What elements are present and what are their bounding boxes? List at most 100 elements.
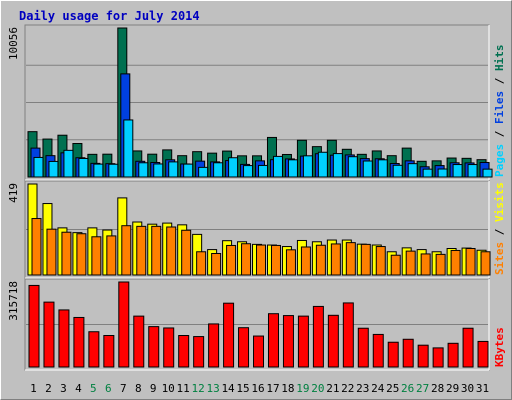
bar-sites-day-18: [285, 249, 296, 276]
y-max-label: 10056: [7, 27, 20, 60]
x-tick-label: 19: [296, 382, 309, 395]
bar-kbytes-day-10: [163, 327, 175, 368]
bar-sites-day-21: [330, 243, 341, 276]
panel-kbytes: 315718 KBytes: [7, 278, 506, 371]
bar-kbytes-day-3: [58, 309, 70, 368]
bar-kbytes-day-28: [432, 347, 444, 368]
bar-kbytes-day-18: [282, 315, 294, 368]
bar-sites-day-17: [270, 244, 281, 276]
x-tick-label: 30: [461, 382, 474, 395]
bar-sites-day-30: [465, 248, 476, 276]
x-tick-label: 11: [177, 382, 190, 395]
bar-pages-day-14: [228, 157, 239, 178]
bar-pages-day-22: [347, 156, 358, 178]
bar-pages-day-19: [302, 155, 313, 178]
bar-sites-day-20: [315, 244, 326, 276]
x-tick-label: 22: [341, 382, 354, 395]
legend-label-sites: Sites: [493, 242, 506, 275]
bar-pages-day-9: [153, 163, 164, 178]
bar-kbytes-day-27: [417, 344, 429, 368]
bar-pages-day-3: [63, 149, 74, 178]
x-tick-label: 16: [251, 382, 264, 395]
legend-label-pages: Pages: [493, 144, 506, 177]
bar-kbytes-day-15: [238, 327, 250, 368]
x-tick-label: 21: [326, 382, 339, 395]
bar-sites-day-19: [300, 246, 311, 276]
bar-sites-day-14: [226, 244, 237, 276]
bar-kbytes-day-1: [28, 284, 40, 368]
legend-kbytes: KBytes: [493, 327, 506, 367]
bar-pages-day-13: [213, 162, 224, 178]
bar-pages-day-27: [422, 168, 433, 178]
bar-pages-day-20: [317, 151, 328, 178]
bar-pages-day-21: [332, 153, 343, 178]
x-tick-label: 25: [386, 382, 399, 395]
bar-sites-day-23: [360, 243, 371, 276]
x-tick-label: 27: [416, 382, 429, 395]
bar-sites-day-13: [211, 252, 222, 276]
legend-separator: /: [493, 71, 506, 91]
bar-kbytes-day-30: [462, 327, 474, 368]
x-tick-label: 29: [446, 382, 459, 395]
bar-pages-day-10: [168, 161, 179, 178]
bar-pages-day-7: [123, 119, 134, 178]
x-tick-label: 15: [236, 382, 249, 395]
bar-pages-day-25: [392, 164, 403, 178]
bar-pages-day-12: [198, 166, 209, 178]
x-tick-label: 24: [371, 382, 385, 395]
x-axis: 1 2 3 4 5 6 7 8 9 10 11 12 13 14 15 16 17 18 19 20 21 22 23 24 2…: [30, 382, 489, 395]
legend-separator: /: [493, 222, 506, 242]
x-tick-label: 28: [431, 382, 444, 395]
bar-kbytes-day-16: [253, 335, 265, 368]
legend-label-kbytes: KBytes: [493, 327, 506, 367]
bar-pages-day-17: [272, 155, 283, 178]
bar-pages-day-24: [377, 159, 388, 178]
bar-sites-day-9: [151, 225, 162, 276]
bar-sites-day-27: [420, 253, 431, 276]
x-tick-label: 8: [135, 382, 142, 395]
bar-sites-day-5: [91, 236, 102, 276]
bar-pages-day-18: [287, 159, 298, 178]
bar-pages-day-31: [482, 168, 493, 178]
panel-visits-sites: 419 Sites / Visits: [7, 180, 506, 279]
bar-kbytes-day-2: [43, 301, 55, 368]
x-tick-label: 20: [311, 382, 324, 395]
bar-kbytes-day-5: [88, 331, 100, 368]
bar-kbytes-day-29: [447, 342, 459, 368]
bar-sites-day-1: [31, 218, 42, 276]
x-tick-label: 1: [30, 382, 37, 395]
bar-kbytes-day-14: [223, 302, 235, 368]
y-max-label: 419: [7, 183, 20, 203]
bar-sites-day-24: [375, 246, 386, 276]
bar-pages-day-28: [437, 168, 448, 178]
bar-sites-day-31: [480, 251, 491, 276]
bar-sites-day-15: [241, 243, 252, 276]
bar-sites-day-11: [181, 229, 192, 276]
x-tick-label: 10: [162, 382, 175, 395]
chart-title: Daily usage for July 2014: [19, 9, 200, 23]
bar-sites-day-6: [106, 235, 117, 276]
x-tick-label: 3: [60, 382, 67, 395]
x-tick-label: 4: [75, 382, 82, 395]
bar-kbytes-day-13: [208, 323, 220, 368]
bar-sites-day-8: [136, 225, 147, 276]
bar-sites-day-2: [46, 228, 57, 276]
x-tick-label: 12: [192, 382, 205, 395]
bar-sites-day-7: [121, 225, 132, 276]
bar-kbytes-day-7: [118, 281, 130, 368]
x-tick-label: 23: [356, 382, 369, 395]
bar-pages-day-16: [258, 164, 269, 178]
bar-kbytes-day-19: [297, 315, 309, 368]
legend-hits-files-pages: Pages / Files / Hits: [493, 45, 506, 178]
bar-pages-day-11: [183, 163, 194, 178]
x-tick-label: 7: [120, 382, 127, 395]
x-tick-label: 18: [281, 382, 294, 395]
bar-kbytes-day-9: [148, 326, 160, 368]
legend-label-files: Files: [493, 91, 506, 124]
x-tick-label: 6: [105, 382, 112, 395]
bar-pages-day-30: [467, 164, 478, 178]
bar-kbytes-day-25: [387, 341, 399, 368]
bar-sites-day-22: [345, 242, 356, 276]
x-tick-label: 31: [476, 382, 489, 395]
